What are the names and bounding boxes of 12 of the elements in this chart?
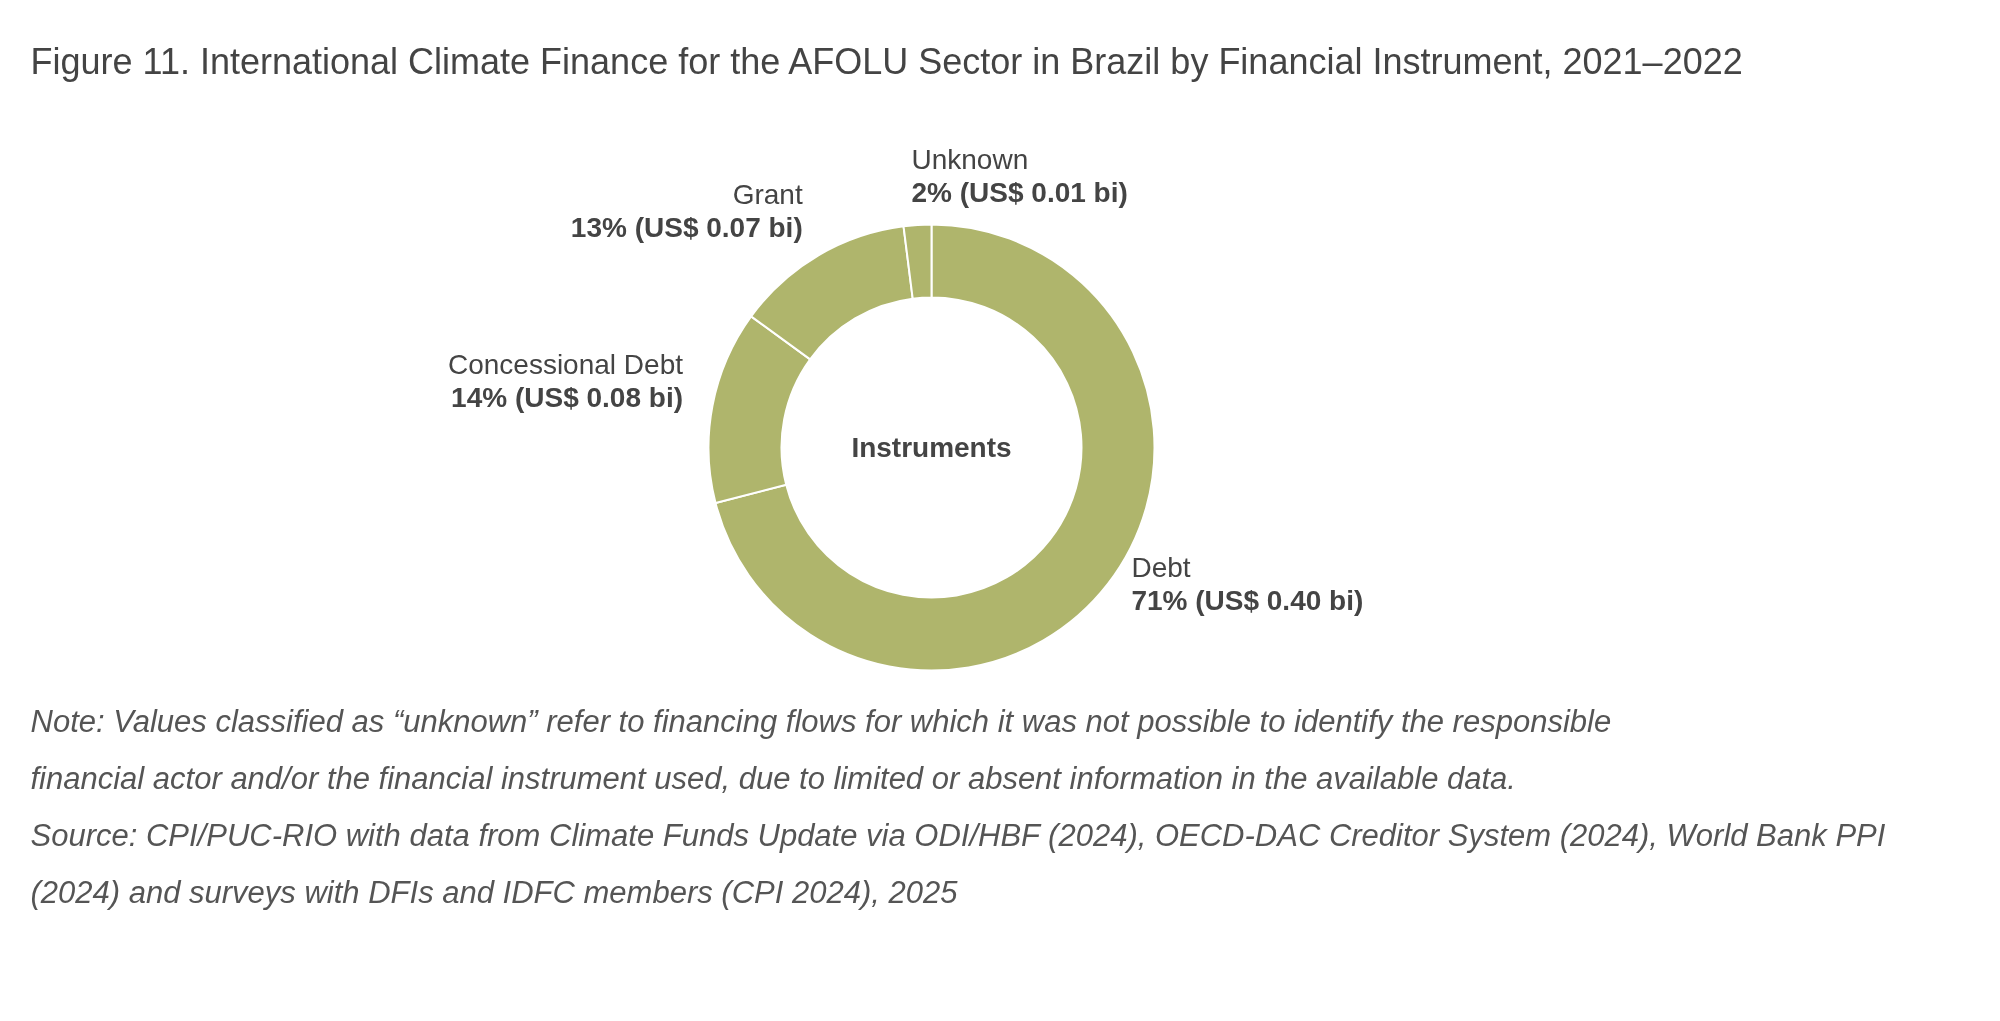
chart-title: Figure 11. International Climate Finance for the AFOLU Sector in Brazil by Financial Instrument, 2021–2022	[30, 40, 1743, 82]
slice-label: Concessional Debt	[447, 349, 684, 381]
data-label: 13% (US$ 0.07 bi)	[570, 211, 803, 243]
data-label: 2% (US$ 0.01 bi)	[911, 176, 1128, 208]
data-label: 14% (US$ 0.08 bi)	[451, 382, 683, 414]
source-note: Source: CPI/PUC-RIO with data from Climate Funds Update via ODI/HBF (2024), OECD-DAC Creditor System (2024), World Bank PPI (2024) and surveys with DFIs and IDFC members (CPI 2024), 2025	[30, 818, 1886, 910]
data-label: 71% (US$ 0.40 bi)	[1131, 584, 1364, 616]
slice-label: Grant	[732, 178, 803, 210]
slice-label: Unknown	[911, 143, 1029, 175]
text: Note: Values classified as “unknown” refer to financing flows for which it was not possible to identify the responsible financial actor and/or the financial instrument used, due to limited or absent information in the available data.	[30, 704, 1612, 796]
text: Instruments	[851, 432, 1012, 463]
slice-label: Debt	[1131, 551, 1191, 583]
